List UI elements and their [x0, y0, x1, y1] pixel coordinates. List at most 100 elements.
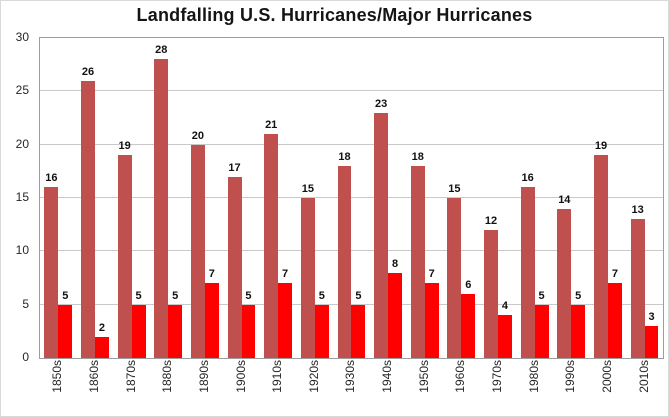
x-tick-label-1930s: 1930s	[343, 360, 358, 393]
x-tick-cell-2000s: 2000s	[589, 360, 626, 414]
bar-major-hurricanes-1890s: 7	[204, 268, 219, 358]
value-label-hurricanes-1940s: 23	[374, 97, 388, 110]
bar-group-1880s: 28 5	[150, 38, 187, 358]
bar-hurricanes-2010s: 13	[630, 204, 645, 358]
x-tick-label-1860s: 1860s	[86, 360, 101, 393]
gridline-10	[40, 250, 663, 252]
bar-group-1940s: 23 8	[370, 38, 407, 358]
bar-major-hurricanes-1940s: 8	[388, 258, 402, 358]
value-label-major-hurricanes-2010s: 3	[648, 311, 655, 323]
x-tick-cell-1980s: 1980s	[515, 360, 552, 414]
bars: 16 5 26 2 19 5 28 5 20 7 17 5 21 7 15 5 18 5 23 8 18 7 15 6 12 4 1…	[40, 38, 663, 358]
value-label-major-hurricanes-1970s: 4	[501, 300, 509, 313]
bar-group-1990s: 14 5	[553, 38, 590, 358]
x-tick-cell-2010s: 2010s	[625, 360, 662, 414]
bar-hurricanes-1930s: 18	[337, 151, 352, 358]
value-label-hurricanes-1960s: 15	[448, 183, 461, 195]
x-tick-label-1870s: 1870s	[123, 360, 138, 393]
bar-major-hurricanes-1990s: 5	[571, 290, 586, 358]
bar-group-1930s: 18 5	[333, 38, 370, 358]
bar-hurricanes-1920s: 15	[300, 183, 315, 358]
x-tick-label-2010s: 2010s	[636, 360, 651, 393]
value-label-hurricanes-1990s: 14	[558, 193, 571, 206]
value-label-major-hurricanes-1920s: 5	[318, 289, 325, 302]
value-label-hurricanes-2010s: 13	[631, 204, 644, 217]
x-tick-cell-1950s: 1950s	[405, 360, 442, 414]
bar-hurricanes-1960s: 15	[447, 183, 462, 358]
value-label-major-hurricanes-1930s: 5	[355, 289, 362, 302]
x-axis-labels: 1850s 1860s 1870s 1880s 1890s 1900s 1910s 1920s…	[39, 360, 662, 414]
x-tick-label-1910s: 1910s	[270, 360, 285, 393]
x-tick-label-1970s: 1970s	[490, 360, 504, 393]
value-label-hurricanes-1900s: 17	[228, 161, 241, 174]
value-label-major-hurricanes-1990s: 5	[575, 289, 582, 302]
value-label-hurricanes-1880s: 28	[155, 44, 168, 57]
x-tick-label-1960s: 1960s	[453, 360, 468, 393]
value-label-major-hurricanes-1910s: 7	[282, 268, 289, 281]
value-label-hurricanes-1870s: 19	[118, 140, 131, 153]
value-label-hurricanes-1920s: 15	[301, 183, 314, 195]
bar-hurricanes-1940s: 23	[374, 98, 389, 358]
y-axis-labels: 0 5 10 15 20 25 30	[1, 31, 33, 363]
bar-major-hurricanes-1960s: 6	[461, 279, 476, 358]
bar-hurricanes-1970s: 12	[484, 215, 498, 358]
x-tick-label-1940s: 1940s	[380, 360, 395, 393]
value-label-hurricanes-2000s: 19	[594, 140, 608, 153]
x-tick-cell-1860s: 1860s	[76, 360, 113, 414]
y-tick-label-30: 30	[15, 30, 29, 44]
x-tick-cell-1960s: 1960s	[442, 360, 479, 414]
bar-group-1860s: 26 2	[77, 38, 114, 358]
x-tick-label-1980s: 1980s	[526, 360, 541, 393]
value-label-hurricanes-1950s: 18	[411, 151, 424, 163]
y-tick-label-5: 5	[22, 296, 29, 311]
value-label-major-hurricanes-1850s: 5	[62, 289, 69, 302]
value-label-hurricanes-1970s: 12	[484, 215, 498, 227]
bar-hurricanes-1880s: 28	[154, 44, 169, 358]
bar-group-1920s: 15 5	[296, 38, 333, 358]
bar-major-hurricanes-1980s: 5	[534, 290, 549, 358]
bar-group-1960s: 15 6	[443, 38, 480, 358]
bar-major-hurricanes-1910s: 7	[278, 268, 293, 358]
bar-major-hurricanes-1970s: 4	[498, 300, 512, 358]
chart-title: Landfalling U.S. Hurricanes/Major Hurric…	[136, 5, 533, 25]
bar-group-1850s: 16 5	[40, 38, 77, 358]
bar-group-1980s: 16 5	[516, 38, 553, 358]
x-tick-label-1920s: 1920s	[306, 360, 321, 393]
x-tick-cell-1970s: 1970s	[479, 360, 516, 414]
bar-hurricanes-2000s: 19	[594, 140, 608, 358]
gridline-5	[40, 303, 663, 305]
bar-group-2010s: 13 3	[626, 38, 663, 358]
value-label-major-hurricanes-1940s: 8	[391, 257, 399, 270]
bar-hurricanes-1860s: 26	[81, 66, 95, 358]
bar-hurricanes-1850s: 16	[44, 172, 59, 358]
value-label-major-hurricanes-1890s: 7	[208, 268, 215, 281]
x-tick-label-1990s: 1990s	[563, 360, 578, 393]
x-tick-cell-1920s: 1920s	[295, 360, 332, 414]
value-label-major-hurricanes-1960s: 6	[465, 279, 472, 291]
bar-hurricanes-1890s: 20	[190, 130, 205, 358]
bar-hurricanes-1870s: 19	[117, 140, 132, 358]
value-label-major-hurricanes-1880s: 5	[172, 289, 179, 302]
value-label-hurricanes-1860s: 26	[81, 65, 95, 78]
bar-major-hurricanes-1860s: 2	[94, 322, 109, 358]
y-tick-label-10: 10	[15, 243, 29, 258]
x-tick-cell-1880s: 1880s	[149, 360, 186, 414]
bar-major-hurricanes-2010s: 3	[644, 311, 659, 358]
value-label-major-hurricanes-1950s: 7	[428, 268, 435, 281]
bar-major-hurricanes-2000s: 7	[607, 268, 622, 358]
x-tick-label-1900s: 1900s	[233, 360, 248, 393]
gridline-20	[40, 143, 663, 145]
bar-major-hurricanes-1850s: 5	[58, 290, 73, 358]
x-tick-cell-1910s: 1910s	[259, 360, 296, 414]
value-label-major-hurricanes-1870s: 5	[135, 289, 142, 302]
bar-group-1910s: 21 7	[260, 38, 297, 358]
plot-area: 16 5 26 2 19 5 28 5 20 7 17 5 21 7 15 5 18 5 23 8 18 7 15 6 12 4 1…	[39, 37, 664, 359]
bar-major-hurricanes-1900s: 5	[241, 290, 256, 358]
bar-major-hurricanes-1950s: 7	[424, 268, 439, 358]
x-tick-cell-1900s: 1900s	[222, 360, 259, 414]
bar-hurricanes-1910s: 21	[264, 119, 279, 358]
bar-major-hurricanes-1930s: 5	[351, 290, 366, 358]
bar-group-1870s: 19 5	[113, 38, 150, 358]
x-tick-label-1950s: 1950s	[416, 360, 431, 393]
